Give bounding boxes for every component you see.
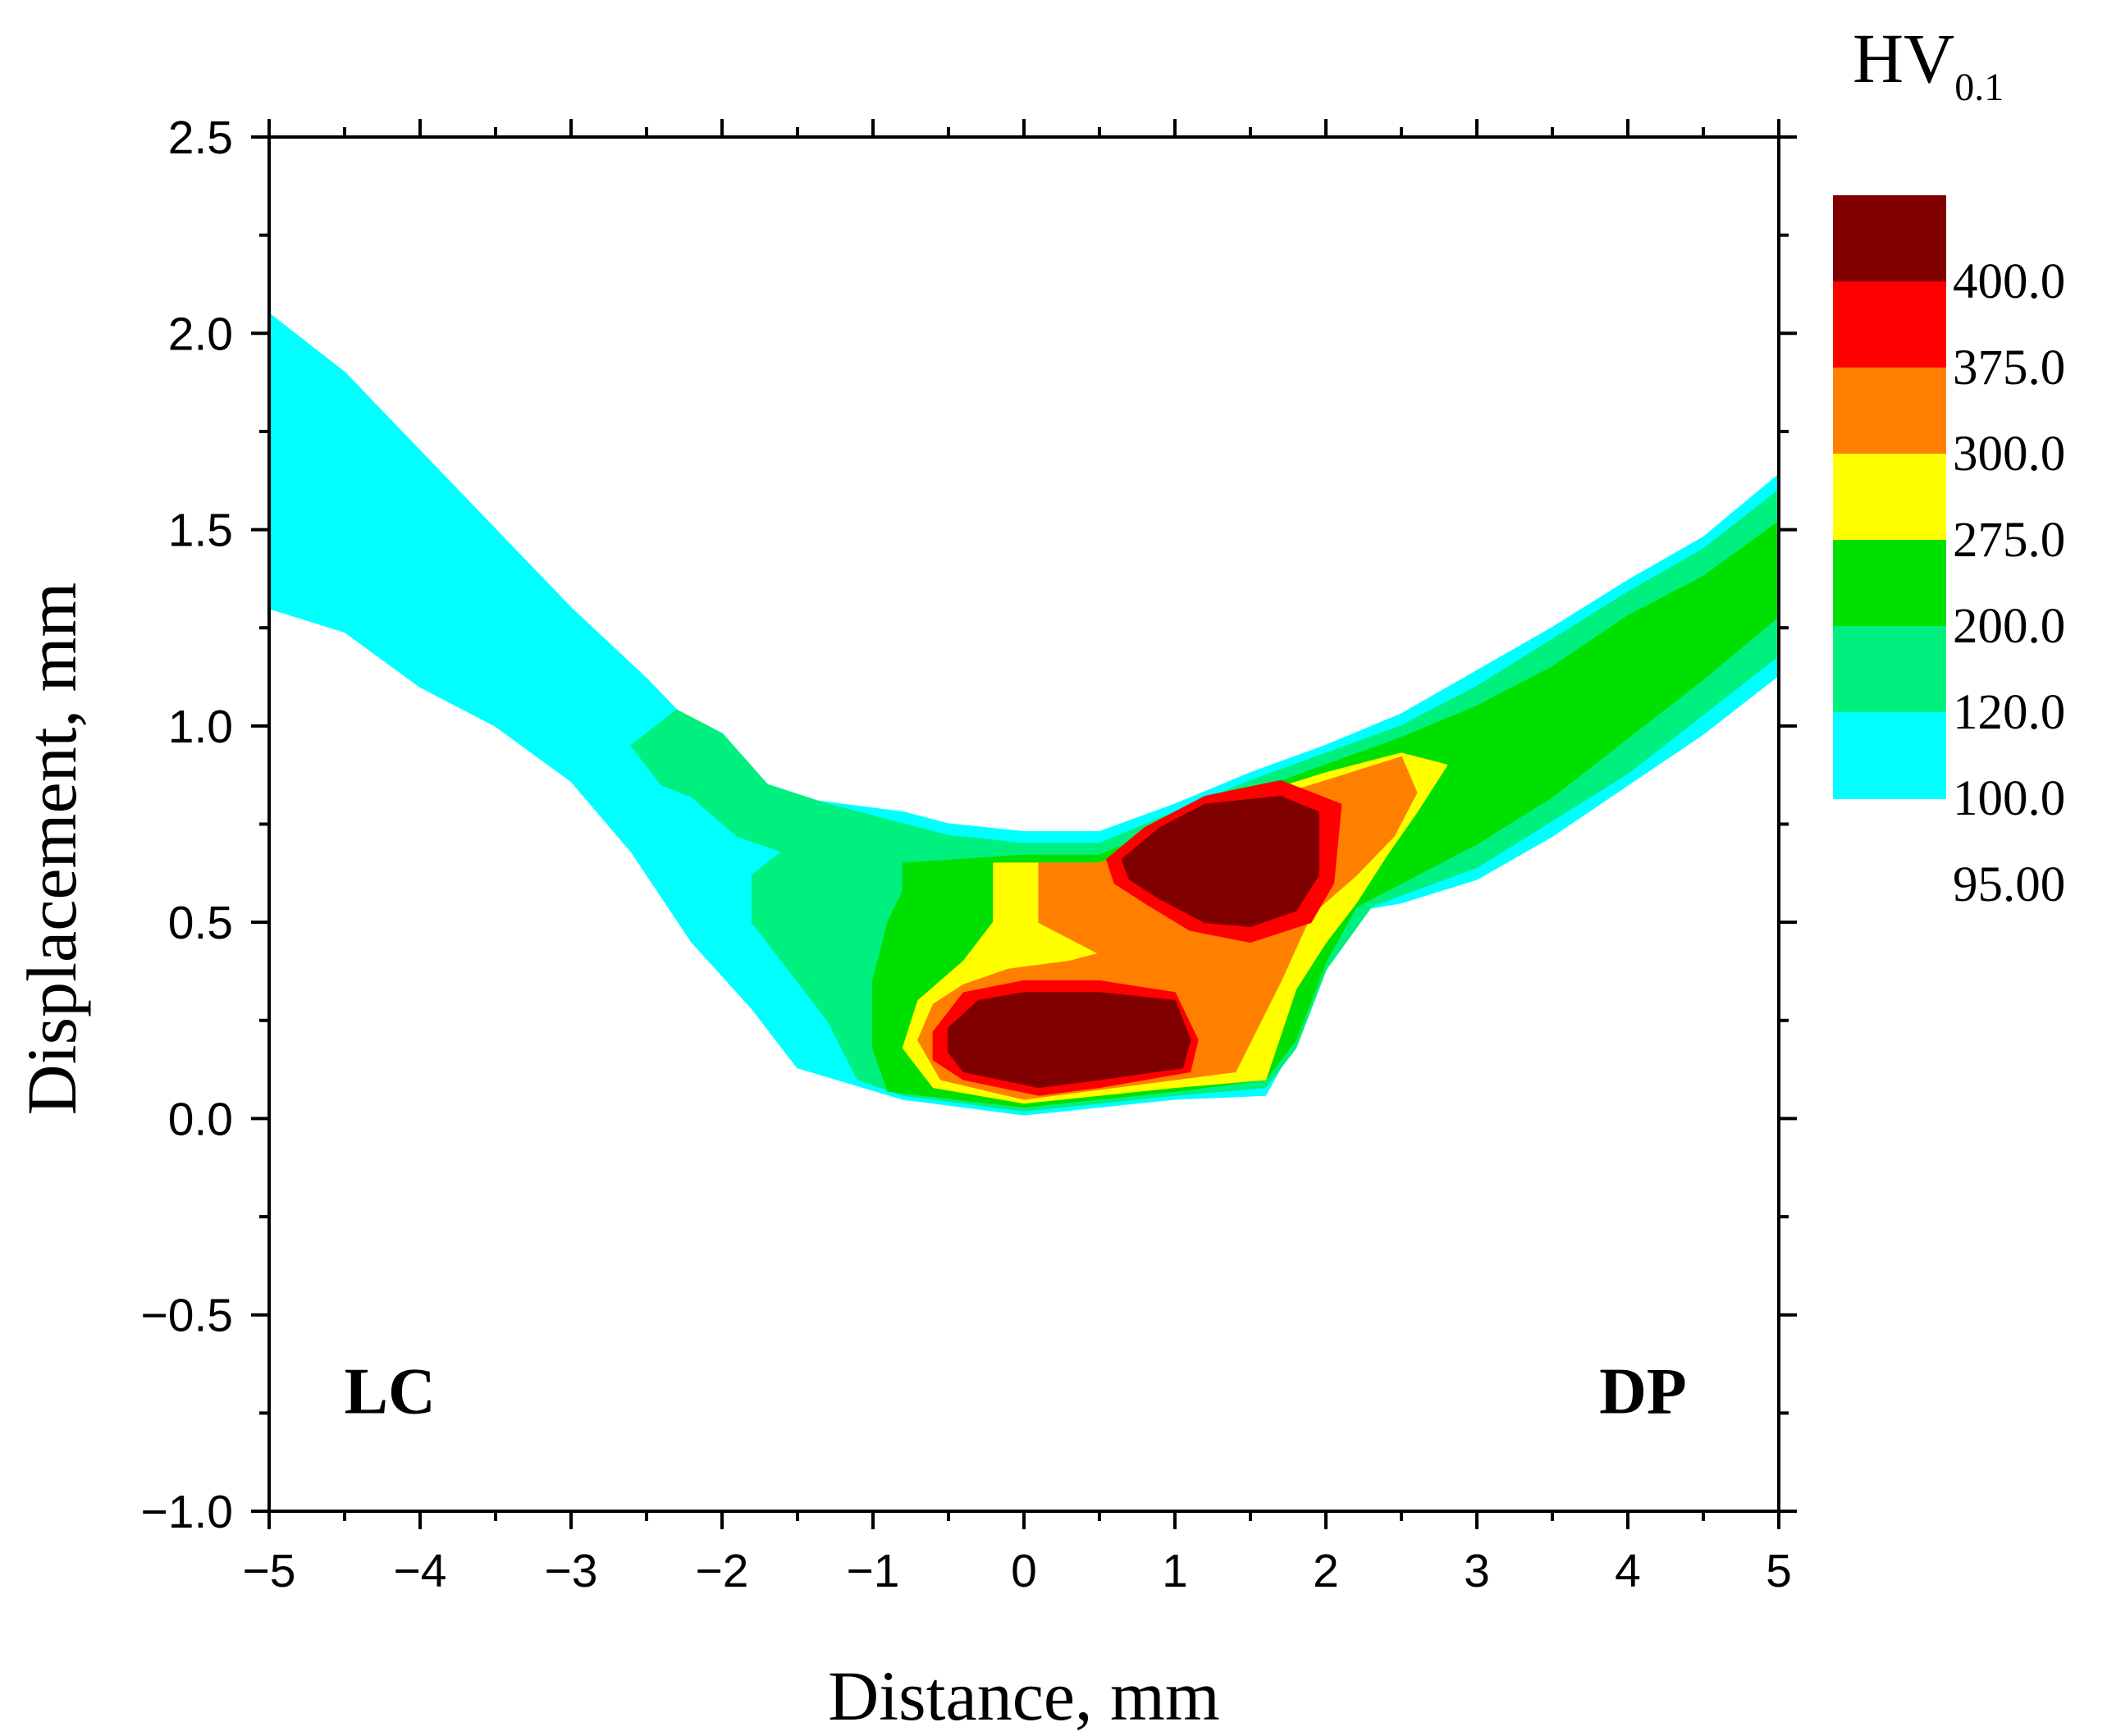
colorbar-title-main: HV	[1853, 19, 1954, 98]
y-tick-label: 2.0	[168, 308, 233, 360]
colorbar-level-label: 200.0	[1953, 599, 2065, 654]
x-tick-label: −3	[545, 1545, 598, 1597]
contour-region-8	[1121, 796, 1319, 927]
colorbar-band-2	[1833, 368, 1946, 455]
colorbar: HV0.1 400.0 375.0 300.0 275.0 200.0 120.0 100.…	[1833, 19, 2065, 912]
axis-ticks	[251, 119, 1797, 1529]
colorbar-band-4	[1833, 540, 1946, 627]
x-tick-label: 5	[1766, 1545, 1792, 1597]
colorbar-labels: 400.0 375.0 300.0 275.0 200.0 120.0 100.0 95.00	[1953, 254, 2065, 912]
x-tick-label: 1	[1162, 1545, 1188, 1597]
colorbar-level-label: 100.0	[1953, 771, 2065, 826]
colorbar-band-6	[1833, 712, 1946, 799]
x-tick-label: −5	[243, 1545, 296, 1597]
colorbar-level-label: 275.0	[1953, 513, 2065, 568]
x-tick-label: 3	[1464, 1545, 1490, 1597]
contour-regions	[268, 313, 1780, 1116]
x-tick-label: −1	[847, 1545, 900, 1597]
y-axis-title: Displacement, mm	[12, 582, 91, 1116]
colorbar-band-0	[1833, 195, 1946, 282]
y-tick-label: −0.5	[140, 1290, 233, 1342]
colorbar-title: HV0.1	[1853, 19, 2004, 109]
annotation-lc: LC	[345, 1355, 436, 1428]
y-tick-label: 0.5	[168, 897, 233, 949]
x-tick-label: 2	[1313, 1545, 1339, 1597]
x-tick-label: 0	[1011, 1545, 1037, 1597]
x-tick-label: −4	[394, 1545, 447, 1597]
y-tick-label: −1.0	[140, 1486, 233, 1538]
colorbar-bands	[1833, 195, 1946, 799]
y-tick-label: 0.0	[168, 1093, 233, 1145]
colorbar-band-3	[1833, 454, 1946, 541]
x-axis-title: Distance, mm	[828, 1656, 1220, 1735]
colorbar-level-label: 120.0	[1953, 685, 2065, 740]
colorbar-level-label: 375.0	[1953, 340, 2065, 395]
axis-tick-labels: −5 −4 −3 −2 −1 0 1 2 3 4 5 −1.0 −0.5 0.0 0.5 1.0 1.5 2.0 2…	[140, 112, 1791, 1597]
colorbar-level-label: 95.00	[1953, 857, 2065, 912]
colorbar-level-label: 400.0	[1953, 254, 2065, 309]
x-tick-label: 4	[1615, 1545, 1641, 1597]
x-tick-label: −2	[696, 1545, 749, 1597]
y-tick-label: 1.0	[168, 701, 233, 753]
colorbar-title-subscript: 0.1	[1954, 66, 2004, 109]
y-tick-label: 2.5	[168, 112, 233, 164]
colorbar-level-label: 300.0	[1953, 427, 2065, 482]
y-tick-label: 1.5	[168, 505, 233, 557]
colorbar-band-1	[1833, 281, 1946, 368]
colorbar-band-5	[1833, 626, 1946, 713]
annotation-dp: DP	[1599, 1355, 1687, 1428]
contour-region-7	[948, 992, 1191, 1089]
